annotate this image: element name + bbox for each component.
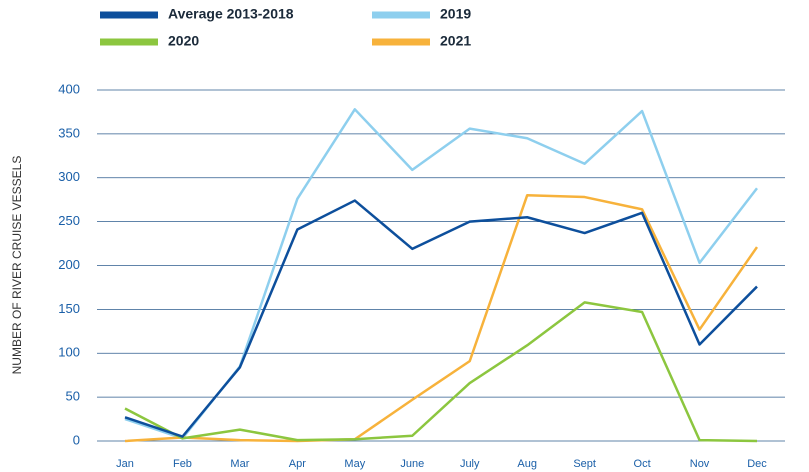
x-tick-label: Mar [230, 458, 249, 470]
x-tick-label: Feb [173, 458, 192, 470]
legend-label: 2019 [440, 6, 471, 22]
y-tick-label: 0 [73, 432, 80, 447]
x-tick-label: Nov [690, 458, 710, 470]
x-tick-label: Sept [573, 458, 596, 470]
legend-label: Average 2013-2018 [168, 6, 294, 22]
x-tick-label: July [460, 458, 480, 470]
y-tick-label: 50 [66, 389, 80, 404]
y-tick-label: 200 [58, 257, 80, 272]
y-axis-label: NUMBER OF RIVER CRUISE VESSELS [10, 156, 24, 375]
x-tick-label: May [344, 458, 365, 470]
series-line [124, 194, 759, 443]
x-tick-label: Jan [116, 458, 134, 470]
series-line [124, 301, 758, 443]
y-tick-label: 100 [58, 345, 80, 360]
x-tick-label: Apr [289, 458, 306, 470]
y-tick-label: 350 [58, 125, 80, 140]
legend-label: 2020 [168, 33, 199, 49]
y-tick-label: 300 [58, 169, 80, 184]
x-tick-label: Dec [747, 458, 767, 470]
series-line [124, 108, 758, 440]
x-tick-label: June [400, 458, 424, 470]
x-tick-label: Oct [634, 458, 651, 470]
series-line [124, 199, 758, 438]
legend-label: 2021 [440, 33, 471, 49]
y-tick-label: 250 [58, 213, 80, 228]
y-tick-label: 400 [58, 81, 80, 96]
x-tick-label: Aug [517, 458, 537, 470]
y-tick-label: 150 [58, 301, 80, 316]
